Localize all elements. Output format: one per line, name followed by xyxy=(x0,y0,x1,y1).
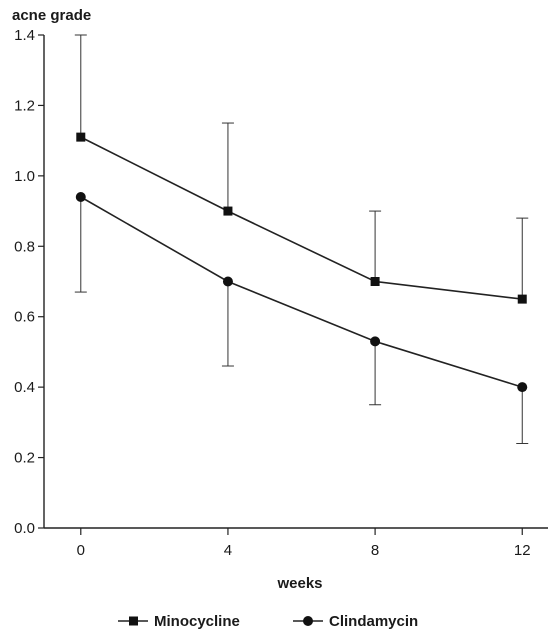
data-point-clindamycin xyxy=(370,336,380,346)
y-axis-title: acne grade xyxy=(12,7,91,24)
y-tick-label: 1.4 xyxy=(14,27,35,44)
axes xyxy=(44,35,548,528)
y-tick-label: 0.0 xyxy=(14,520,35,537)
data-point-clindamycin xyxy=(517,382,527,392)
y-tick-label: 0.8 xyxy=(14,238,35,255)
y-tick-label: 1.2 xyxy=(14,97,35,114)
legend-label-minocycline: Minocycline xyxy=(154,613,240,630)
x-tick-label: 12 xyxy=(514,542,531,559)
x-axis-title: weeks xyxy=(276,575,322,592)
legend-marker-square xyxy=(129,617,138,626)
data-point-minocycline xyxy=(76,133,85,142)
legend-label-clindamycin: Clindamycin xyxy=(329,613,418,630)
y-tick-label: 0.4 xyxy=(14,379,35,396)
error-bars xyxy=(75,35,528,443)
y-axis-ticks: 0.0 0.2 0.4 0.6 0.8 1.0 1.2 1.4 xyxy=(14,27,44,537)
x-tick-label: 0 xyxy=(77,542,85,559)
y-tick-label: 0.2 xyxy=(14,450,35,467)
data-point-clindamycin xyxy=(76,192,86,202)
legend-marker-circle xyxy=(303,616,313,626)
legend: Minocycline Clindamycin xyxy=(118,613,418,630)
series-group xyxy=(76,133,527,393)
x-axis-ticks: 0 4 8 12 xyxy=(77,528,531,559)
y-tick-label: 1.0 xyxy=(14,168,35,185)
x-tick-label: 8 xyxy=(371,542,379,559)
x-tick-label: 4 xyxy=(224,542,232,559)
data-point-clindamycin xyxy=(223,277,233,287)
series-line-clindamycin xyxy=(81,197,522,387)
data-point-minocycline xyxy=(371,277,380,286)
data-point-minocycline xyxy=(518,295,527,304)
y-tick-label: 0.6 xyxy=(14,309,35,326)
data-point-minocycline xyxy=(223,207,232,216)
series-line-minocycline xyxy=(81,137,522,299)
